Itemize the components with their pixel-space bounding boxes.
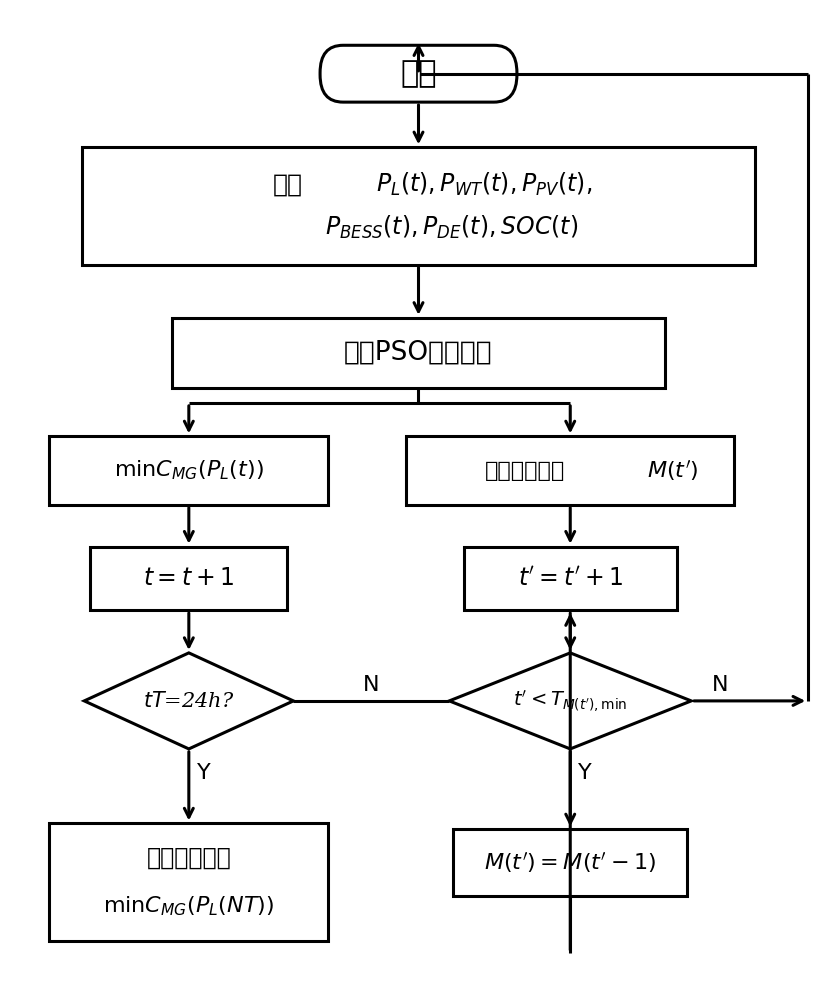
- Text: N: N: [363, 675, 380, 695]
- Text: 输出优化结果: 输出优化结果: [146, 846, 231, 870]
- Text: Y: Y: [196, 763, 210, 783]
- Text: $\min C_{MG}(P_L(t))$: $\min C_{MG}(P_L(t))$: [114, 459, 263, 482]
- Text: 执行PSO优化算法: 执行PSO优化算法: [344, 340, 492, 366]
- Bar: [82, 147, 754, 265]
- Text: $\min C_{MG}(P_L(NT))$: $\min C_{MG}(P_L(NT))$: [103, 895, 274, 918]
- Text: 开始: 开始: [400, 59, 436, 88]
- Bar: [90, 547, 287, 610]
- Bar: [453, 829, 686, 896]
- Text: N: N: [711, 675, 727, 695]
- Text: $tT$=24h?: $tT$=24h?: [143, 691, 234, 711]
- Bar: [49, 823, 328, 941]
- Polygon shape: [84, 653, 293, 749]
- Text: 运行控制模式: 运行控制模式: [484, 461, 564, 481]
- Text: $M(t')$: $M(t')$: [646, 458, 698, 483]
- Text: $P_{BESS}(t),P_{DE}(t),SOC(t)$: $P_{BESS}(t),P_{DE}(t),SOC(t)$: [324, 214, 577, 241]
- Text: $t' = t'+1$: $t' = t'+1$: [517, 567, 622, 590]
- Text: 读取: 读取: [272, 172, 302, 196]
- Bar: [405, 436, 733, 505]
- Text: Y: Y: [578, 763, 591, 783]
- Text: $t = t+1$: $t = t+1$: [143, 567, 234, 590]
- Bar: [49, 436, 328, 505]
- Bar: [172, 318, 664, 388]
- Bar: [463, 547, 676, 610]
- FancyBboxPatch shape: [319, 45, 517, 102]
- Text: $M(t') = M(t'-1)$: $M(t') = M(t'-1)$: [484, 850, 655, 875]
- Polygon shape: [449, 653, 691, 749]
- Text: $t' < T_{M(t'),\mathrm{min}}$: $t' < T_{M(t'),\mathrm{min}}$: [512, 688, 627, 714]
- Text: $P_L(t),P_{WT}(t),P_{PV}(t),$: $P_L(t),P_{WT}(t),P_{PV}(t),$: [375, 171, 592, 198]
